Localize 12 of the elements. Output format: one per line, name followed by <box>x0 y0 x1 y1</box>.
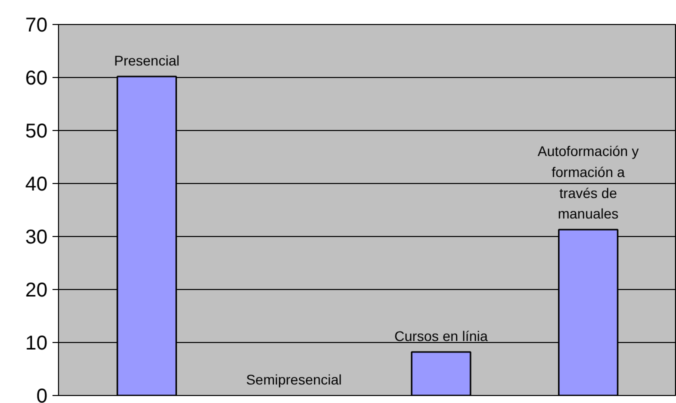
x-tick-label: Cursos en línia <box>394 328 488 344</box>
y-tick-label: 60 <box>25 68 48 90</box>
y-tick-label: 40 <box>25 174 48 196</box>
x-tick-label: Presencial <box>114 52 180 68</box>
y-tick-label: 10 <box>25 332 48 354</box>
x-tick-label: Semipresencial <box>246 372 342 388</box>
y-tick-label: 0 <box>36 386 48 403</box>
y-tick-label: 70 <box>25 14 48 36</box>
y-tick-label: 20 <box>25 280 48 302</box>
y-tick-label: 50 <box>25 120 48 142</box>
y-tick-label: 30 <box>25 226 48 248</box>
x-tick-label: Autoformación y formación a través de manuales <box>538 143 639 222</box>
